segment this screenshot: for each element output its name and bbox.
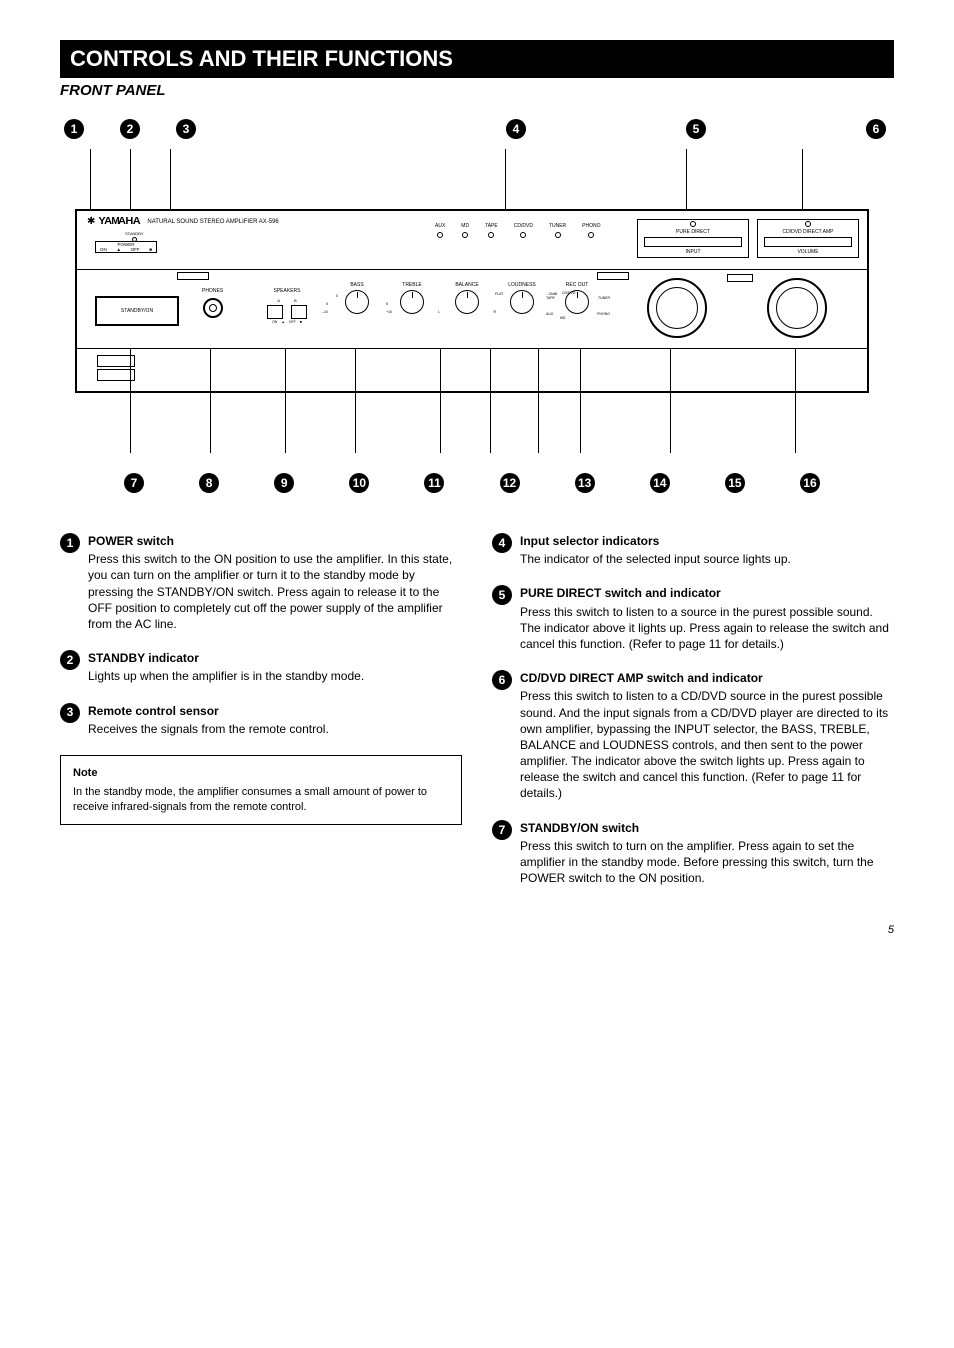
volume-knob[interactable] [767,278,827,338]
volume-indicator-window [727,274,753,282]
item-head-3: Remote control sensor [88,703,462,719]
loudness-knob[interactable]: LOUDNESS FLAT –30dB [497,282,547,314]
item-text-2: Lights up when the amplifier is in the s… [88,668,462,684]
input-selector-knob[interactable] [647,278,707,338]
standby-led-label: STANDBY [125,231,144,236]
balance-knob[interactable]: BALANCE L R [442,282,492,314]
item-head-1: POWER switch [88,533,462,549]
phones-jack[interactable]: PHONES [202,288,223,318]
item-text-4: The indicator of the selected input sour… [520,551,894,567]
callout-12: 12 [500,473,520,493]
item-head-2: STANDBY indicator [88,650,462,666]
brand-text: YAMAHA [99,216,139,227]
callout-6: 6 [866,119,886,139]
yamaha-logo-icon: ✱ [87,216,95,227]
bass-knob[interactable]: BASS 5 5 0 –10 +10 [332,282,382,314]
note-label: Note [73,766,449,781]
item-num-6: 6 [492,670,512,690]
callout-3: 3 [176,119,196,139]
item-text-1: Press this switch to the ON position to … [88,551,462,632]
model-text: NATURAL SOUND STEREO AMPLIFIER AX-596 [147,219,278,225]
callout-4: 4 [506,119,526,139]
treble-knob[interactable]: TREBLE [387,282,437,314]
description-columns: 1 POWER switch Press this switch to the … [60,533,894,904]
front-panel-diagram: ✱ YAMAHA NATURAL SOUND STEREO AMPLIFIER … [60,149,894,453]
callout-16: 16 [800,473,820,493]
callout-2: 2 [120,119,140,139]
rec-out-knob[interactable]: REC OUT TAPE CD/DVD TUNER AUX MD PHONO [552,282,602,314]
item-head-7: STANDBY/ON switch [520,820,894,836]
item-head-4: Input selector indicators [520,533,894,549]
item-text-5: Press this switch to listen to a source … [520,604,894,653]
item-num-7: 7 [492,820,512,840]
callout-1: 1 [64,119,84,139]
page-number: 5 [60,924,894,936]
callout-13: 13 [575,473,595,493]
callout-15: 15 [725,473,745,493]
item-num-2: 2 [60,650,80,670]
callout-8: 8 [199,473,219,493]
note-box: Note In the standby mode, the amplifier … [60,755,462,826]
item-text-3: Receives the signals from the remote con… [88,721,462,737]
bottom-callout-row: 7 8 9 10 11 12 13 14 15 16 [60,473,894,493]
top-callout-row: 1 2 3 4 5 6 [60,119,894,139]
item-num-5: 5 [492,585,512,605]
callout-7: 7 [124,473,144,493]
item-head-5: PURE DIRECT switch and indicator [520,585,894,601]
item-num-1: 1 [60,533,80,553]
item-text-7: Press this switch to turn on the amplifi… [520,838,894,887]
input-led-row: AUX MD TAPE CD/DVD TUNER PHONO [435,223,601,238]
item-num-4: 4 [492,533,512,553]
power-switch[interactable]: POWER ON ▲ OFF ■ [95,241,157,253]
callout-5: 5 [686,119,706,139]
item-text-6: Press this switch to listen to a CD/DVD … [520,688,894,801]
callout-10: 10 [349,473,369,493]
section-title: CONTROLS AND THEIR FUNCTIONS [60,40,894,78]
item-num-3: 3 [60,703,80,723]
callout-11: 11 [424,473,444,493]
remote-sensor [177,272,209,280]
note-text: In the standby mode, the amplifier consu… [73,785,449,815]
callout-9: 9 [274,473,294,493]
callout-14: 14 [650,473,670,493]
item-head-6: CD/DVD DIRECT AMP switch and indicator [520,670,894,686]
standby-on-switch[interactable]: STANDBY/ON [95,296,179,326]
cd-dvd-direct-switch[interactable]: CD/DVD DIRECT AMP VOLUME [757,219,859,258]
pure-direct-switch[interactable]: PURE DIRECT INPUT [637,219,749,258]
subsection-title: FRONT PANEL [60,82,894,99]
speakers-switches[interactable]: SPEAKERS AB ON▲ OFF■ [267,288,307,324]
